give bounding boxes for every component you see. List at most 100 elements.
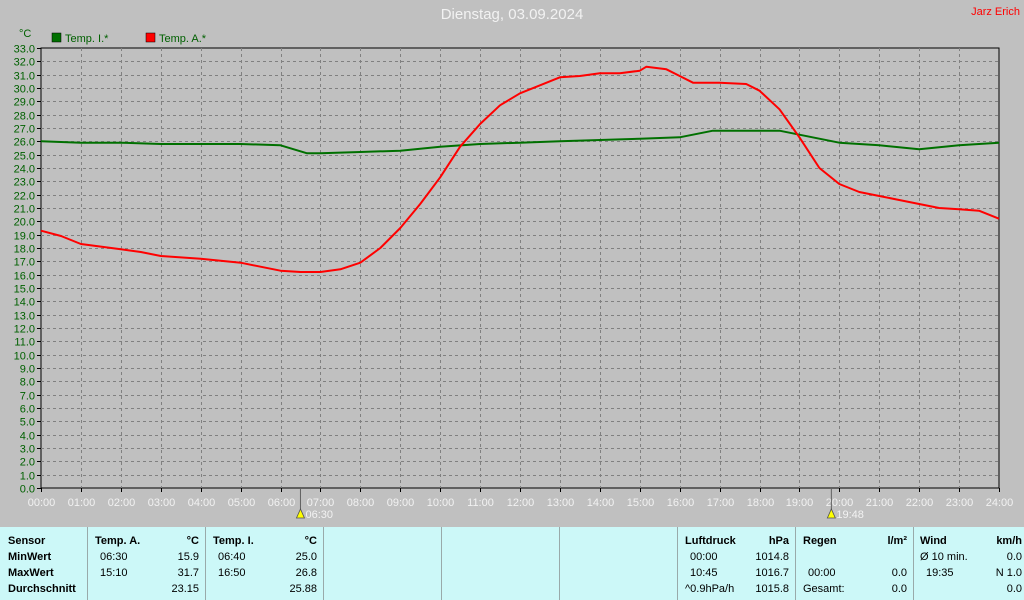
empty-column-3 bbox=[560, 527, 678, 600]
luftdruck-row2-value: 1016.7 bbox=[755, 567, 789, 579]
y-tick-label: 4.0 bbox=[20, 431, 35, 443]
sunrise-icon bbox=[295, 508, 306, 519]
y-tick-label: 2.0 bbox=[20, 457, 35, 469]
x-tick-label: 00:00 bbox=[28, 497, 56, 509]
row-label-max: MaxWert bbox=[8, 567, 54, 579]
temp-i-min-time: 06:40 bbox=[218, 551, 246, 563]
y-tick-label: 27.0 bbox=[14, 124, 35, 136]
x-tick-label: 14:00 bbox=[587, 497, 615, 509]
wind-avg-value: 0.0 bbox=[1006, 551, 1022, 563]
x-tick-label: 05:00 bbox=[228, 497, 256, 509]
row-label-avg: Durchschnitt bbox=[8, 583, 76, 595]
luftdruck-row1-value: 1014.8 bbox=[755, 551, 789, 563]
x-tick-label: 13:00 bbox=[547, 497, 575, 509]
wind-max-time: 19:35 bbox=[926, 567, 954, 579]
temp-i-average: 25.88 bbox=[289, 583, 317, 595]
x-tick-label: 22:00 bbox=[906, 497, 934, 509]
luftdruck-unit: hPa bbox=[768, 535, 789, 547]
y-tick-label: 25.0 bbox=[14, 151, 35, 163]
x-tick-label: 10:00 bbox=[427, 497, 455, 509]
y-tick-label: 22.0 bbox=[14, 191, 35, 203]
x-tick-label: 03:00 bbox=[148, 497, 176, 509]
legend-swatch-1 bbox=[51, 32, 62, 43]
legend-swatch-2 bbox=[145, 32, 156, 43]
y-tick-label: 18.0 bbox=[14, 244, 35, 256]
y-tick-label: 29.0 bbox=[14, 97, 35, 109]
regen-unit: l/m² bbox=[887, 535, 907, 547]
luftdruck-column: Luftdruck hPa 00:00 1014.8 10:45 1016.7 … bbox=[678, 527, 796, 600]
y-tick-label: 21.0 bbox=[14, 204, 35, 216]
x-tick-label: 02:00 bbox=[108, 497, 136, 509]
temp-a-min-value: 15.9 bbox=[177, 551, 199, 563]
luftdruck-row3-value: 1015.8 bbox=[755, 583, 789, 595]
y-tick-label: 33.0 bbox=[14, 44, 35, 56]
x-tick-label: 23:00 bbox=[946, 497, 974, 509]
y-tick-label: 8.0 bbox=[20, 377, 35, 389]
y-tick-label: 32.0 bbox=[14, 57, 35, 69]
y-tick-label: 24.0 bbox=[14, 164, 35, 176]
y-tick-label: 23.0 bbox=[14, 177, 35, 189]
x-tick-label: 01:00 bbox=[68, 497, 96, 509]
empty-column-2 bbox=[442, 527, 560, 600]
temperature-chart: 0.01.02.03.04.05.06.07.08.09.010.011.012… bbox=[14, 28, 1014, 521]
x-tick-label: 11:00 bbox=[467, 497, 494, 509]
x-tick-label: 15:00 bbox=[627, 497, 655, 509]
y-tick-label: 28.0 bbox=[14, 111, 35, 123]
wind-header: Wind bbox=[920, 535, 947, 547]
y-tick-label: 16.0 bbox=[14, 271, 35, 283]
temp-a-max-time: 15:10 bbox=[100, 567, 128, 579]
y-tick-label: 30.0 bbox=[14, 84, 35, 96]
y-tick-label: 13.0 bbox=[14, 311, 35, 323]
x-tick-label: 12:00 bbox=[507, 497, 535, 509]
y-tick-label: 7.0 bbox=[20, 391, 35, 403]
x-tick-label: 06:00 bbox=[268, 497, 296, 509]
luftdruck-trend: ^0.9hPa/h bbox=[685, 583, 735, 595]
temp-a-column: Temp. A. °C 06:30 15.9 15:10 31.7 23.15 bbox=[88, 527, 206, 600]
temp-a-header: Temp. A. bbox=[95, 535, 141, 547]
empty-column-1 bbox=[324, 527, 442, 600]
temp-i-column: Temp. I. °C 06:40 25.0 16:50 26.8 25.88 bbox=[206, 527, 324, 600]
sunrise-time-label: 06:30 bbox=[305, 509, 333, 521]
regen-header: Regen bbox=[803, 535, 837, 547]
series-line-1 bbox=[40, 129, 1000, 155]
author-label: Jarz Erich bbox=[971, 6, 1020, 18]
regen-row2-value: 0.0 bbox=[891, 567, 907, 579]
x-tick-label: 09:00 bbox=[387, 497, 415, 509]
y-tick-label: 19.0 bbox=[14, 231, 35, 243]
chart-title: Dienstag, 03.09.2024 bbox=[440, 6, 584, 23]
y-tick-label: 11.0 bbox=[14, 337, 35, 349]
y-tick-label: 14.0 bbox=[14, 297, 35, 309]
y-unit-label: °C bbox=[19, 28, 31, 40]
regen-row2-time: 00:00 bbox=[808, 567, 836, 579]
y-tick-label: 6.0 bbox=[20, 404, 35, 416]
luftdruck-row1-time: 00:00 bbox=[690, 551, 718, 563]
x-tick-label: 07:00 bbox=[307, 497, 335, 509]
x-tick-label: 24:00 bbox=[986, 497, 1014, 509]
y-tick-label: 3.0 bbox=[20, 444, 35, 456]
x-tick-label: 21:00 bbox=[866, 497, 894, 509]
regen-total-value: 0.0 bbox=[891, 583, 907, 595]
regen-total-label: Gesamt: bbox=[803, 583, 845, 595]
temp-a-unit: °C bbox=[186, 535, 199, 547]
y-tick-label: 15.0 bbox=[14, 284, 35, 296]
y-tick-label: 31.0 bbox=[14, 71, 35, 83]
sunset-time-label: 19:48 bbox=[836, 509, 864, 521]
temp-a-min-time: 06:30 bbox=[100, 551, 128, 563]
temp-a-max-value: 31.7 bbox=[177, 567, 199, 579]
y-tick-label: 26.0 bbox=[14, 137, 35, 149]
luftdruck-header: Luftdruck bbox=[685, 535, 736, 547]
wind-unit: km/h bbox=[996, 535, 1022, 547]
statistics-table: Sensor MinWert MaxWert Durchschnitt Temp… bbox=[0, 527, 1024, 600]
regen-column: Regen l/m² 00:00 0.0 Gesamt: 0.0 bbox=[796, 527, 914, 600]
temp-i-header: Temp. I. bbox=[213, 535, 254, 547]
wind-row3-value: 0.0 bbox=[1006, 583, 1022, 595]
x-tick-label: 08:00 bbox=[347, 497, 375, 509]
wind-column: Wind km/h Ø 10 min. 0.0 19:35 N 1.0 0.0 bbox=[914, 527, 1024, 600]
luftdruck-row2-time: 10:45 bbox=[690, 567, 718, 579]
temp-i-max-time: 16:50 bbox=[218, 567, 246, 579]
row-label-min: MinWert bbox=[8, 551, 52, 563]
temp-i-max-value: 26.8 bbox=[295, 567, 317, 579]
temp-i-unit: °C bbox=[304, 535, 317, 547]
sunset-icon bbox=[826, 508, 836, 519]
x-tick-label: 18:00 bbox=[747, 497, 775, 509]
